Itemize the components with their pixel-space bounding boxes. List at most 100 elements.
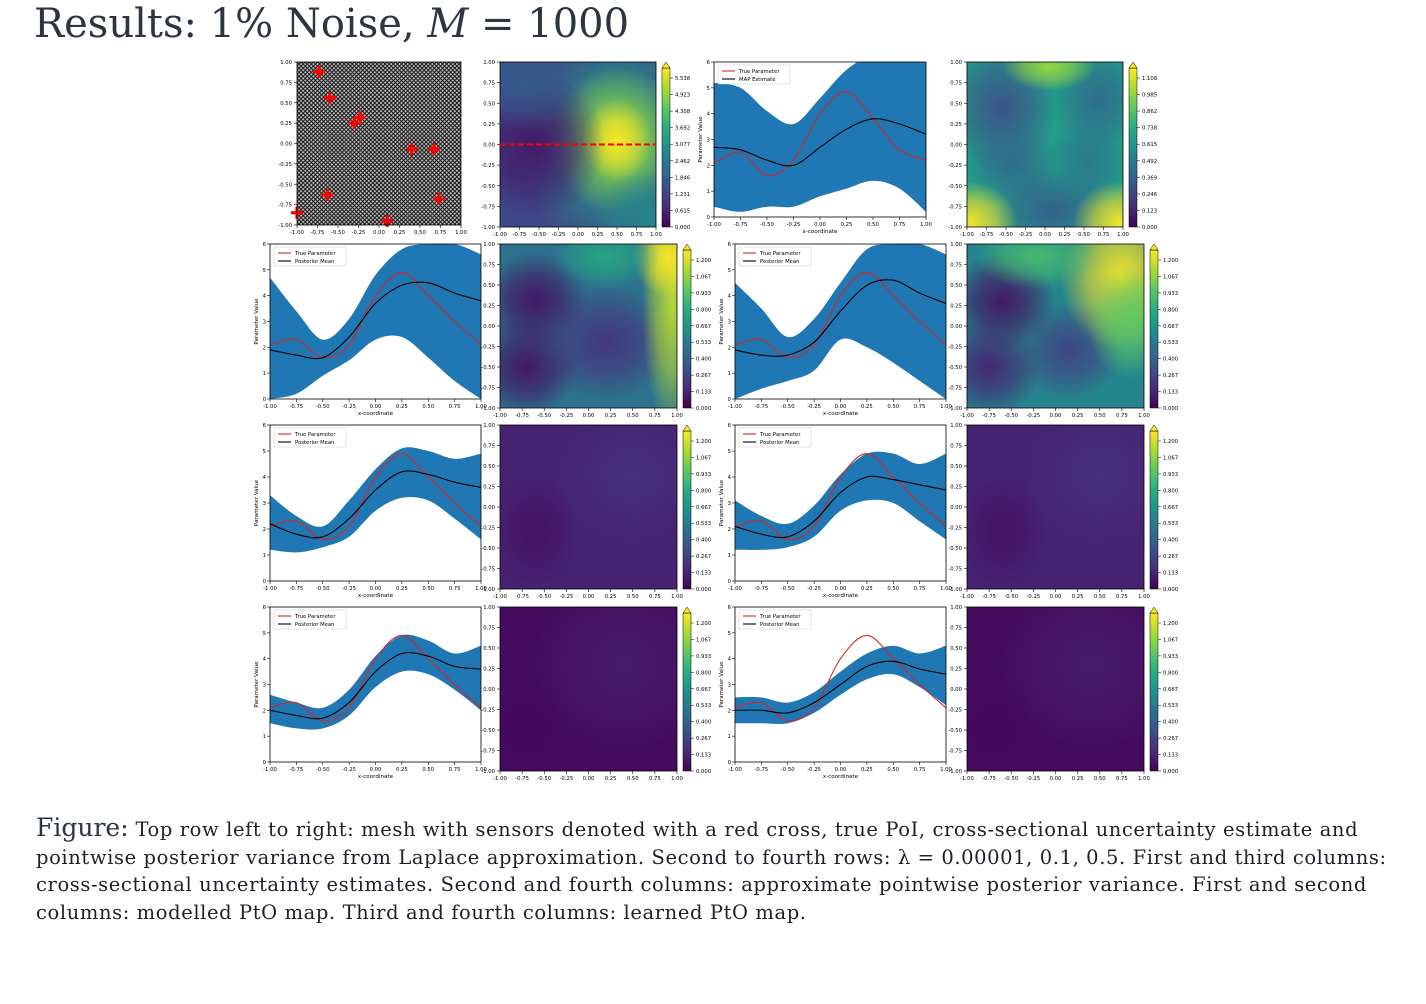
x-axis-label: x-coordinate: [358, 593, 394, 599]
colorbar-tick-label: 2.462: [675, 159, 690, 165]
y-tick-label: 1.00: [950, 242, 962, 248]
colorbar-tick-label: 0.667: [1163, 324, 1178, 330]
colorbar-extend: [1149, 606, 1159, 614]
y-tick-label: 1.00: [483, 605, 495, 611]
x-tick-label: 0.75: [649, 776, 661, 782]
heatmap-blob: [975, 244, 1100, 290]
true-parameter-line: [735, 453, 946, 541]
x-tick-label: -1.00: [728, 586, 742, 592]
colorbar-tick-label: 0.667: [696, 687, 711, 693]
uncertainty-chart: -1.00 -0.75 -0.50 -0.25 0.00 0.25 0.50 0.75 1.00…: [719, 423, 953, 599]
x-tick-label: 1.00: [671, 776, 683, 782]
x-tick-label: 0.50: [422, 767, 434, 773]
colorbar-tick-label: 0.933: [1163, 291, 1178, 297]
y-tick-label: 4: [728, 475, 732, 481]
x-tick-label: -0.25: [787, 222, 801, 228]
colorbar-tick-label: 0.667: [696, 324, 711, 330]
legend-estimate-label: Posterior Mean: [295, 259, 335, 265]
x-tick-label: 0.25: [861, 586, 873, 592]
x-tick-label: -1.00: [960, 594, 974, 600]
legend-true-label: True Parameter: [738, 69, 780, 75]
y-tick-label: 0.00: [950, 324, 962, 330]
x-tick-label: 0.00: [370, 586, 382, 592]
y-tick-label: -0.50: [481, 728, 495, 734]
y-tick-label: -0.25: [481, 708, 495, 714]
y-tick-label: 0.00: [483, 143, 495, 149]
true-parameter-line: [735, 634, 946, 722]
heatmap-image: [500, 425, 677, 589]
x-tick-label: -0.75: [311, 230, 325, 236]
y-tick-label: 0.25: [950, 304, 962, 310]
y-tick-label: -1.00: [481, 406, 495, 412]
y-tick-label: -0.25: [948, 708, 962, 714]
heatmap-image: [967, 607, 1144, 771]
x-tick-label: 0.75: [435, 230, 447, 236]
legend-estimate-label: Posterior Mean: [760, 440, 800, 446]
x-tick-label: -0.50: [537, 594, 551, 600]
colorbar-tick-label: 0.738: [1142, 126, 1158, 132]
x-tick-label: 0.00: [835, 586, 847, 592]
colorbar-tick-label: 1.200: [696, 258, 712, 264]
y-tick-label: 0.75: [950, 263, 962, 269]
x-tick-label: 0.25: [1072, 594, 1084, 600]
x-tick-label: 0.50: [1094, 594, 1106, 600]
y-tick-label: 0.75: [950, 81, 962, 87]
x-axis-label: x-coordinate: [358, 411, 394, 417]
colorbar-tick-label: 0.667: [696, 505, 711, 511]
y-tick-label: 3: [728, 320, 731, 326]
y-tick-label: 0.25: [483, 485, 495, 491]
x-tick-label: -1.00: [493, 413, 507, 419]
y-tick-label: 4: [263, 294, 267, 300]
colorbar-tick-label: 0.267: [696, 736, 711, 742]
y-tick-label: 0: [707, 215, 711, 221]
x-tick-label: 0.50: [414, 230, 426, 236]
x-axis-label: x-coordinate: [823, 411, 859, 417]
y-tick-label: -0.75: [278, 203, 292, 209]
colorbar-extend: [682, 243, 692, 251]
heatmap-blob: [500, 62, 586, 133]
y-tick-label: 3: [263, 501, 266, 507]
x-tick-label: 1.00: [940, 586, 952, 592]
y-tick-label: -1.00: [278, 223, 292, 229]
sensor-cross: [313, 65, 326, 78]
x-tick-label: -0.25: [807, 404, 821, 410]
heatmap-blob: [967, 680, 1038, 771]
y-tick-label: -0.50: [948, 184, 962, 190]
x-tick-label: 0.50: [422, 404, 434, 410]
y-tick-label: 6: [263, 242, 267, 248]
y-tick-label: -0.75: [948, 204, 962, 210]
legend-estimate-label: Posterior Mean: [760, 622, 800, 628]
colorbar-tick-label: 0.123: [1142, 208, 1157, 214]
colorbar-tick-label: 4.308: [675, 109, 691, 115]
y-axis-label: Parameter Value: [719, 298, 725, 345]
x-tick-label: -0.25: [560, 776, 574, 782]
y-tick-label: 0.00: [950, 687, 962, 693]
y-tick-label: 2: [728, 345, 731, 351]
y-tick-label: 3: [707, 138, 710, 144]
legend-box: [738, 246, 812, 267]
x-tick-label: -1.00: [728, 404, 742, 410]
colorbar-tick-label: 4.923: [675, 93, 690, 99]
x-tick-label: 1.00: [920, 222, 932, 228]
y-tick-label: 5: [728, 449, 731, 455]
heatmap-image: [500, 62, 656, 227]
y-tick-label: 1: [728, 371, 731, 377]
colorbar-tick-label: 0.400: [1163, 720, 1179, 726]
y-tick-label: 1: [263, 734, 266, 740]
sensor-cross: [427, 143, 440, 156]
legend-box: [273, 246, 347, 267]
colorbar-tick-label: 0.800: [1163, 307, 1179, 313]
y-tick-label: -0.75: [481, 204, 495, 210]
y-tick-label: 0.50: [950, 646, 962, 652]
y-tick-label: 0: [728, 397, 732, 403]
y-axis-label: Parameter Value: [698, 116, 704, 163]
y-tick-label: 2: [263, 527, 266, 533]
y-tick-label: 0.00: [950, 143, 962, 149]
x-tick-label: -0.50: [1004, 776, 1018, 782]
x-tick-label: 1.00: [1138, 594, 1150, 600]
colorbar-tick-label: 0.000: [1163, 587, 1179, 593]
estimate-line: [270, 470, 481, 539]
estimate-line: [735, 279, 946, 357]
x-tick-label: 0.25: [394, 230, 406, 236]
y-tick-label: 2: [728, 527, 731, 533]
